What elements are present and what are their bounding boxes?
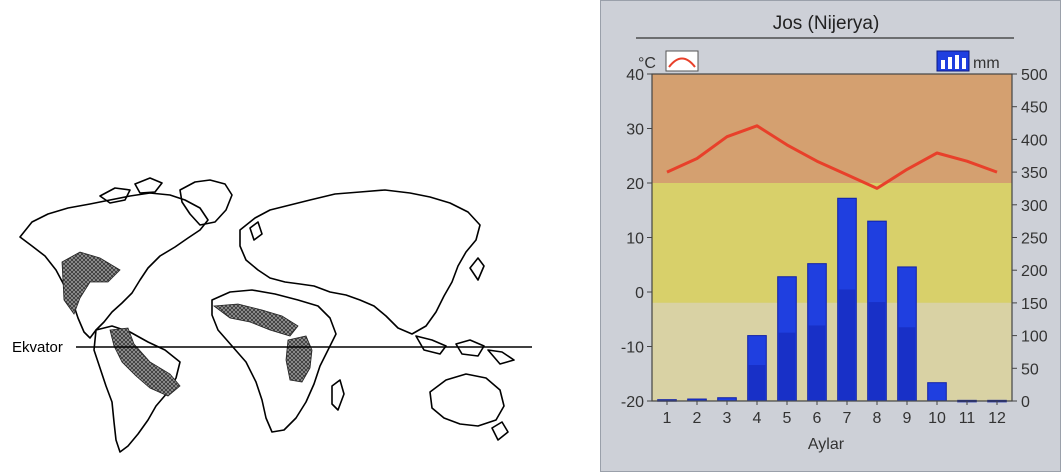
month-tick-label-8: 8: [873, 410, 882, 427]
month-tick-label-5: 5: [783, 410, 792, 427]
temperature-line: [666, 124, 998, 190]
left-unit-label: °C: [638, 55, 656, 72]
south-america-outline: [93, 325, 181, 453]
precip-tick-label-500: 500: [1021, 67, 1048, 84]
australia-outline: [429, 373, 505, 427]
precip-tick-label-350: 350: [1021, 165, 1048, 182]
madagascar-outline: [331, 379, 345, 411]
right-unit-label: mm: [973, 55, 1000, 72]
precip-bar-shade-5: [778, 332, 796, 400]
north-america-outline: [19, 192, 209, 339]
southeast-asia-islands-outline: [415, 335, 515, 365]
temp-tick-label--20: -20: [621, 394, 644, 411]
british-isles-outline: [249, 221, 263, 241]
japan-outline: [469, 257, 485, 281]
month-tick-label-11: 11: [959, 410, 976, 427]
month-tick-label-10: 10: [928, 410, 946, 427]
world-map: Ekvator: [12, 177, 532, 453]
band-hot: [652, 74, 1012, 183]
temp-tick-label-10: 10: [626, 231, 644, 248]
precip-tick-label-300: 300: [1021, 198, 1048, 215]
hatched-zone-west-africa: [212, 303, 299, 337]
new-zealand-outline: [491, 421, 509, 441]
hatched-zone-north-america: [61, 251, 121, 315]
month-tick-label-9: 9: [903, 410, 912, 427]
temperature-legend-icon: [665, 50, 699, 72]
precip-tick-label-50: 50: [1021, 361, 1039, 378]
x-axis-label: Aylar: [808, 436, 845, 453]
precip-bar-shade-7: [838, 289, 856, 400]
month-tick-label-6: 6: [813, 410, 822, 427]
precip-tick-label-150: 150: [1021, 296, 1048, 313]
band-mild: [652, 302, 1012, 401]
temp-tick-label-20: 20: [626, 176, 644, 193]
month-tick-label-12: 12: [988, 410, 1006, 427]
greenland-outline: [179, 179, 233, 226]
equator-label: Ekvator: [12, 339, 63, 356]
temp-tick-label--10: -10: [621, 340, 644, 357]
africa-outline: [211, 289, 337, 433]
arctic-islands-outline: [99, 177, 163, 204]
world-map-panel: Ekvator: [12, 177, 532, 453]
temp-tick-label-30: 30: [626, 122, 644, 139]
precip-bar-shade-4: [748, 365, 766, 400]
band-warm: [652, 183, 1012, 303]
precip-bar-shade-6: [808, 325, 826, 400]
temp-tick-label-40: 40: [626, 67, 644, 84]
chart-title: Jos (Nijerya): [773, 13, 880, 34]
precip-tick-label-200: 200: [1021, 263, 1048, 280]
precip-bar-10: [927, 382, 947, 402]
precipitation-legend-icon: [936, 50, 970, 72]
precip-tick-label-0: 0: [1021, 394, 1030, 411]
month-tick-label-3: 3: [723, 410, 732, 427]
hatched-zone-east-africa: [285, 335, 313, 383]
climate-chart-panel: Jos (Nijerya) °C mm 40 30 20 10 0 -10 -20 500 4…: [600, 0, 1061, 472]
precip-bar-shade-8: [868, 302, 886, 400]
precip-tick-label-450: 450: [1021, 100, 1048, 117]
temp-tick-label-0: 0: [635, 285, 644, 302]
month-tick-label-7: 7: [843, 410, 852, 427]
month-tick-label-1: 1: [663, 410, 672, 427]
precip-tick-label-250: 250: [1021, 231, 1048, 248]
precip-tick-label-100: 100: [1021, 329, 1048, 346]
month-tick-label-2: 2: [693, 410, 702, 427]
precip-bar-shade-9: [898, 327, 916, 400]
month-tick-label-4: 4: [753, 410, 762, 427]
eurasia-outline: [239, 189, 481, 335]
hatched-zone-south-america: [109, 327, 181, 397]
precip-tick-label-400: 400: [1021, 132, 1048, 149]
